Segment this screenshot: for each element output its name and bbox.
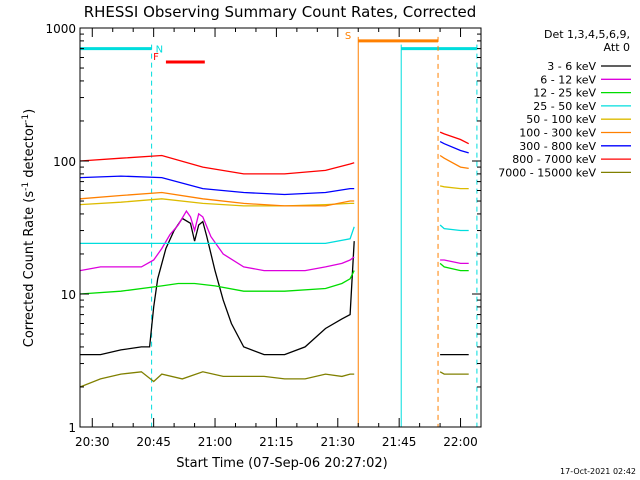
y-tick-label: 100 — [53, 155, 76, 169]
y-tick-label: 1 — [68, 421, 76, 435]
legend-label: 800 - 7000 keV — [512, 153, 596, 166]
series-line-3 — [79, 270, 355, 295]
x-tick-label: 21:30 — [320, 435, 355, 449]
legend-label: 50 - 100 keV — [526, 113, 596, 126]
legend-header-2: Att 0 — [604, 41, 630, 54]
series-line-5 — [439, 185, 469, 190]
series-line-8 — [79, 154, 355, 175]
flag-label: N — [156, 45, 163, 56]
series-line-6 — [79, 191, 355, 207]
legend-label: 100 - 300 keV — [519, 127, 596, 140]
y-axis-label: Corrected Count Rate (s-1 detector-1) — [21, 109, 37, 347]
y-axis-label-end: ) — [22, 109, 37, 114]
series-line-2 — [440, 259, 469, 265]
series-line-2 — [79, 209, 355, 272]
x-tick-label: 20:30 — [75, 435, 110, 449]
legend-label: 3 - 6 keV — [547, 60, 596, 73]
series-line-5 — [79, 198, 355, 207]
legend-label: 6 - 12 keV — [540, 73, 596, 86]
x-tick-label: 21:00 — [198, 435, 233, 449]
series-line-9 — [439, 371, 469, 375]
x-tick-label: 20:45 — [136, 435, 171, 449]
y-axis-label-main: Corrected Count Rate (s — [22, 191, 37, 348]
x-axis: 20:30 20:45 21:00 21:15 21:30 21:45 22:00 — [75, 28, 482, 449]
chart-title: RHESSI Observing Summary Count Rates, Co… — [84, 3, 477, 21]
flag-label: S — [345, 31, 351, 42]
legend-label: 25 - 50 keV — [533, 100, 596, 113]
series-line-8 — [439, 131, 469, 145]
x-tick-label: 21:15 — [259, 435, 294, 449]
series-line-6 — [439, 154, 469, 170]
y-axis: 1 10 100 1000 — [45, 22, 481, 435]
y-axis-label-sup2: -1 — [21, 114, 31, 123]
legend-label: 300 - 800 keV — [519, 140, 596, 153]
y-axis-label-sup1: -1 — [21, 182, 31, 191]
series-line-4 — [439, 224, 469, 232]
x-axis-label: Start Time (07-Sep-06 20:27:02) — [176, 456, 387, 471]
legend-header-1: Det 1,3,4,5,6,9, — [544, 28, 630, 41]
series-line-7 — [439, 141, 469, 154]
series-line-4 — [80, 226, 355, 245]
series-line-9 — [79, 371, 355, 388]
series-line-7 — [79, 175, 355, 196]
plot-frame — [79, 27, 482, 428]
x-tick-label: 22:00 — [443, 435, 478, 449]
legend-label: 12 - 25 keV — [533, 87, 596, 100]
y-tick-label: 1000 — [45, 22, 76, 36]
annotation-layer: NF S — [79, 31, 478, 427]
legend-label: 7000 - 15000 keV — [498, 166, 596, 179]
series-line-1 — [80, 217, 355, 356]
x-tick-label: 21:45 — [382, 435, 417, 449]
y-axis-label-mid: detector — [22, 122, 37, 182]
y-tick-label: 10 — [61, 288, 76, 302]
series-line-3 — [439, 262, 469, 272]
flag-label: F — [153, 52, 159, 63]
footer-timestamp: 17-Oct-2021 02:42 — [560, 467, 636, 476]
series-layer — [79, 131, 469, 388]
